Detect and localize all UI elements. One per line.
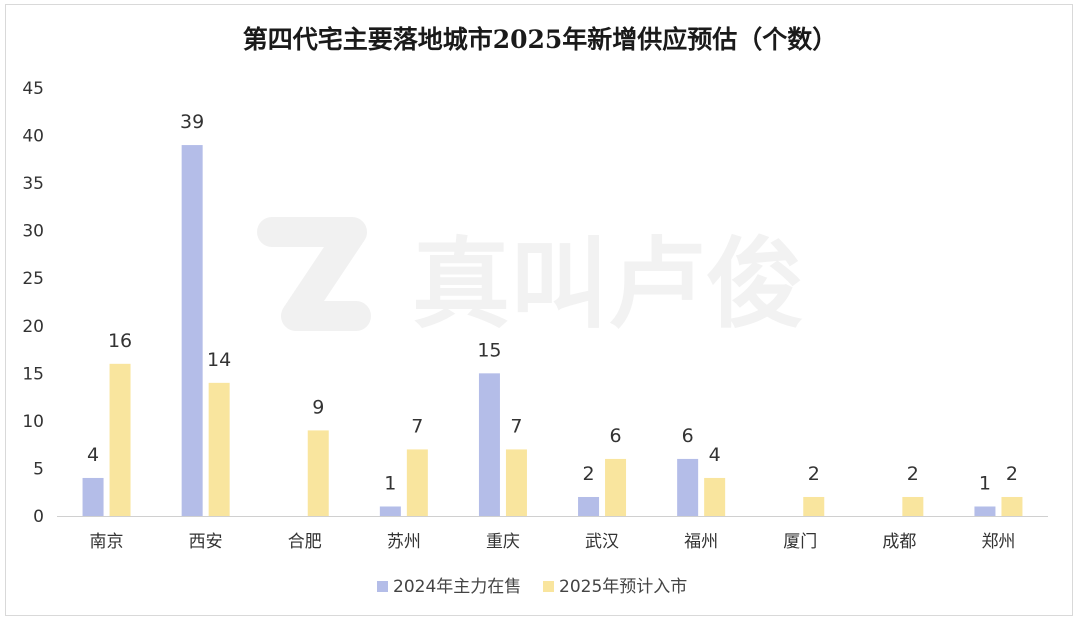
data-label: 39	[180, 111, 204, 133]
x-tick-label: 西安	[189, 532, 223, 552]
x-tick-label: 武汉	[585, 532, 619, 552]
data-label: 16	[108, 330, 132, 352]
bar-2024	[974, 506, 996, 516]
bar-2025	[109, 363, 131, 516]
y-axis: 0 5 10 15 20 25 30 35 40 45	[22, 79, 44, 527]
y-tick-label: 45	[22, 79, 44, 99]
data-label: 7	[411, 415, 423, 437]
x-tick-label: 厦门	[783, 532, 817, 552]
data-label: 2	[808, 463, 820, 485]
y-tick-label: 25	[22, 269, 44, 289]
data-label: 6	[682, 425, 694, 447]
bar-2025	[704, 477, 726, 516]
y-tick-label: 30	[22, 222, 44, 242]
watermark: 真叫卢俊	[257, 217, 804, 342]
bar-2025	[605, 458, 627, 516]
legend: 2024年主力在售 2025年预计入市	[377, 577, 687, 597]
data-label: 15	[477, 339, 501, 361]
data-label: 9	[312, 396, 324, 418]
y-tick-label: 5	[33, 459, 44, 479]
bar-2025	[406, 449, 428, 516]
bar-2025	[803, 496, 825, 516]
legend-swatch	[543, 581, 554, 592]
bar-2025	[505, 449, 527, 516]
data-label: 7	[510, 415, 522, 437]
data-label: 2	[907, 463, 919, 485]
bar-2024	[478, 373, 500, 516]
bars	[82, 145, 1023, 517]
y-tick-label: 20	[22, 317, 44, 337]
y-tick-label: 15	[22, 364, 44, 384]
x-tick-label: 苏州	[387, 532, 421, 552]
legend-label: 2025年预计入市	[559, 577, 687, 597]
bar-2024	[82, 477, 104, 516]
data-label: 4	[87, 444, 99, 466]
data-label: 14	[207, 349, 231, 371]
data-label: 1	[384, 472, 396, 494]
data-label: 6	[610, 425, 622, 447]
data-label: 2	[583, 463, 595, 485]
bar-2025	[208, 382, 230, 516]
x-tick-label: 南京	[90, 532, 124, 552]
bar-2024	[677, 458, 699, 516]
y-tick-label: 40	[22, 127, 44, 147]
y-tick-label: 10	[22, 412, 44, 432]
data-label: 4	[709, 444, 721, 466]
watermark-text: 真叫卢俊	[412, 228, 804, 342]
x-tick-label: 成都	[882, 532, 916, 552]
x-tick-label: 郑州	[981, 532, 1015, 552]
bar-2025	[902, 496, 924, 516]
legend-swatch	[377, 581, 388, 592]
y-tick-label: 0	[33, 507, 44, 527]
x-tick-label: 福州	[684, 532, 718, 552]
x-tick-label: 合肥	[288, 532, 322, 552]
data-label: 2	[1006, 463, 1018, 485]
x-tick-label: 重庆	[486, 532, 520, 552]
bar-2024	[379, 506, 401, 516]
x-axis: 南京 西安 合肥 苏州 重庆 武汉 福州 厦门 成都 郑州	[90, 532, 1016, 552]
legend-label: 2024年主力在售	[393, 577, 521, 597]
bar-2025	[1001, 496, 1023, 516]
watermark-logo-icon	[257, 217, 371, 331]
bar-2024	[578, 496, 600, 516]
y-tick-label: 35	[22, 174, 44, 194]
chart-title: 第四代宅主要落地城市2025年新增供应预估（个数）	[243, 25, 838, 54]
data-label: 1	[979, 472, 991, 494]
bar-2024	[181, 145, 203, 517]
bar-2025	[307, 430, 329, 516]
